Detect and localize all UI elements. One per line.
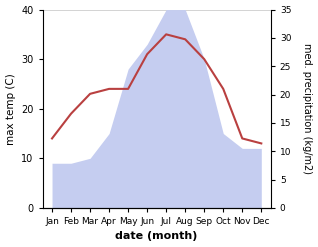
Y-axis label: med. precipitation (kg/m2): med. precipitation (kg/m2) <box>302 43 313 174</box>
Y-axis label: max temp (C): max temp (C) <box>5 73 16 144</box>
X-axis label: date (month): date (month) <box>115 231 198 242</box>
